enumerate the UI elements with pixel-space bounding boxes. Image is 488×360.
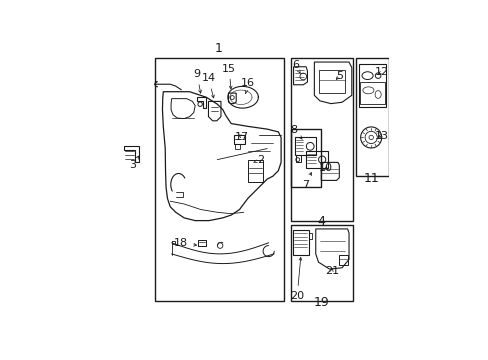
Bar	[359, 82, 384, 104]
Text: 21: 21	[324, 266, 338, 276]
Text: 16: 16	[241, 78, 254, 94]
Text: 15: 15	[222, 64, 236, 89]
Bar	[290, 225, 352, 301]
Text: 9: 9	[193, 69, 201, 93]
Bar	[339, 255, 347, 265]
Text: 13: 13	[374, 131, 387, 140]
Bar	[290, 129, 321, 187]
Text: 1: 1	[214, 42, 222, 55]
Text: 8: 8	[290, 125, 302, 139]
Text: 11: 11	[363, 172, 379, 185]
Bar	[358, 64, 386, 107]
Bar	[355, 58, 388, 176]
Text: 2: 2	[253, 155, 264, 165]
Bar	[235, 144, 239, 149]
Text: 14: 14	[201, 73, 215, 98]
Bar	[247, 159, 263, 182]
Text: 3: 3	[128, 156, 139, 170]
Text: 6: 6	[291, 59, 300, 73]
Text: 19: 19	[313, 296, 328, 310]
Text: 4: 4	[317, 216, 325, 229]
Bar	[155, 58, 284, 301]
Text: 18: 18	[174, 238, 196, 248]
Text: 20: 20	[289, 257, 304, 301]
Text: 17: 17	[234, 132, 248, 141]
Bar	[233, 135, 244, 144]
Bar	[290, 58, 352, 221]
Bar	[292, 230, 309, 255]
Bar	[318, 70, 344, 93]
Text: 10: 10	[319, 163, 333, 174]
Text: 5: 5	[336, 71, 343, 81]
Text: 12: 12	[374, 67, 388, 77]
Text: 7: 7	[301, 172, 311, 190]
Bar	[294, 138, 315, 156]
Bar	[305, 151, 327, 168]
